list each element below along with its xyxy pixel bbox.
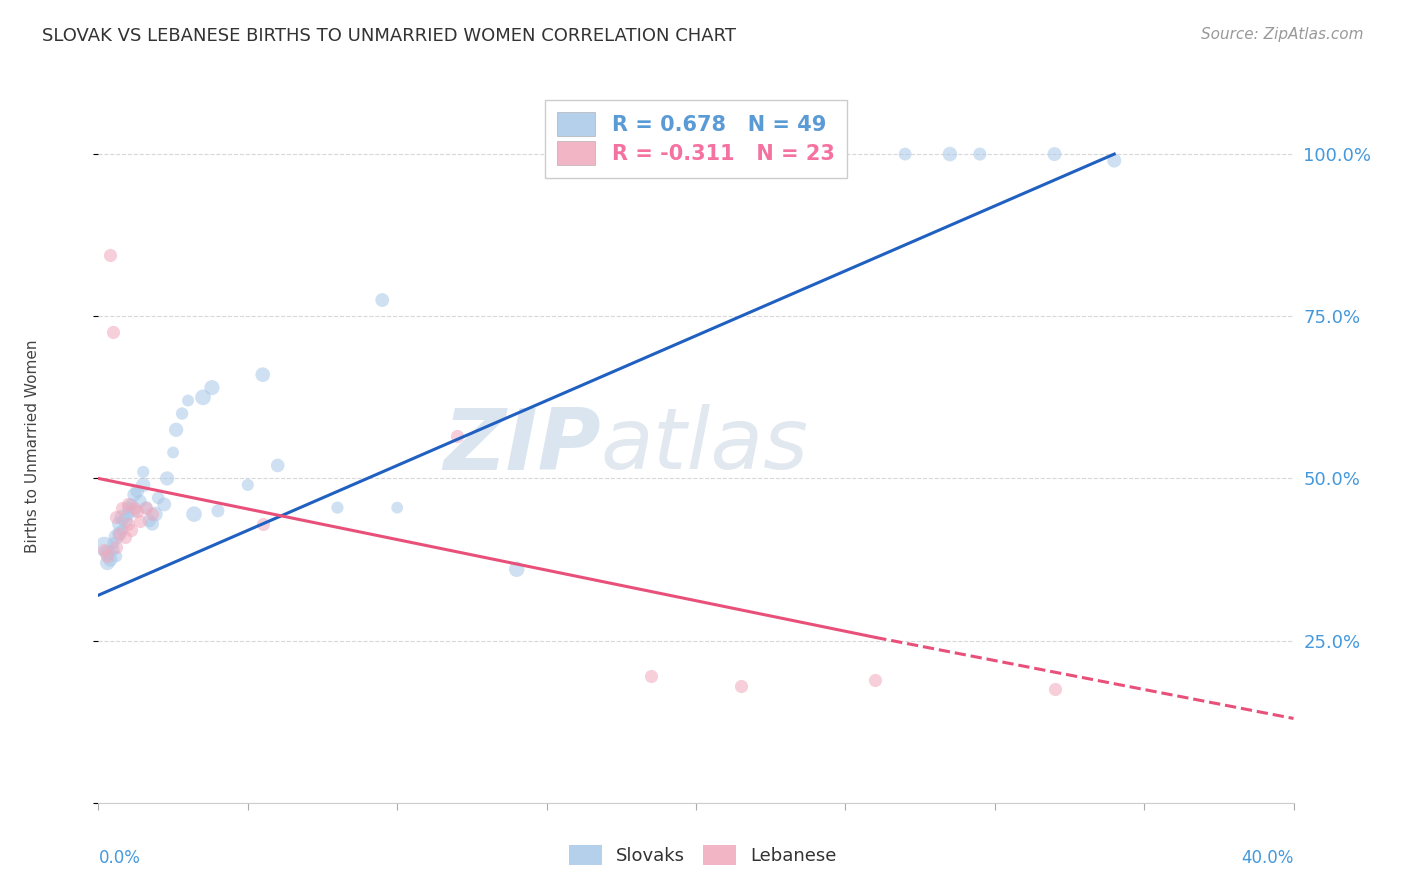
Point (730, 679, 752, 693)
Point (111, 510, 134, 524)
Text: Source: ZipAtlas.com: Source: ZipAtlas.com (1201, 27, 1364, 42)
Point (141, 507, 163, 521)
Point (865, 673, 887, 687)
Point (207, 504, 229, 518)
Point (108, 516, 131, 531)
Text: 0.0%: 0.0% (98, 849, 141, 867)
Point (127, 484, 149, 499)
Point (183, 507, 205, 521)
Point (105, 510, 128, 524)
Point (105, 549, 128, 564)
Text: ZIP: ZIP (443, 404, 600, 488)
Point (117, 497, 139, 511)
Point (93, 540, 115, 554)
Point (165, 423, 187, 437)
Point (114, 514, 136, 528)
Point (640, 669, 662, 683)
Point (939, 147, 962, 161)
Point (105, 530, 128, 544)
Point (129, 514, 152, 528)
Point (894, 147, 917, 161)
Point (103, 536, 125, 550)
Point (143, 507, 166, 521)
Point (969, 147, 991, 161)
Point (236, 478, 259, 492)
Point (1043, 147, 1066, 161)
Point (108, 526, 131, 541)
Point (120, 497, 142, 511)
Point (93, 542, 115, 557)
Text: Births to Unmarried Women: Births to Unmarried Women (25, 339, 41, 553)
Point (124, 500, 146, 515)
Point (124, 504, 146, 518)
Point (141, 516, 163, 531)
Point (96, 549, 118, 564)
Point (100, 247, 122, 261)
Point (117, 507, 139, 521)
Point (120, 524, 142, 538)
Point (267, 458, 290, 473)
Point (385, 500, 409, 515)
Point (127, 504, 149, 518)
Text: 40.0%: 40.0% (1241, 849, 1294, 867)
Point (111, 500, 134, 515)
Point (201, 381, 224, 395)
Point (108, 526, 131, 541)
Point (103, 326, 125, 340)
Point (446, 429, 468, 443)
Point (135, 500, 157, 515)
Point (162, 445, 184, 459)
Point (100, 552, 122, 566)
Point (105, 540, 128, 554)
Text: atlas: atlas (600, 404, 808, 488)
Point (172, 407, 194, 421)
Point (326, 500, 349, 515)
Point (114, 530, 136, 544)
Point (96, 556, 118, 570)
Point (1043, 682, 1066, 697)
Point (177, 393, 200, 408)
Point (156, 471, 179, 485)
Point (138, 514, 160, 528)
Point (129, 494, 152, 508)
Point (252, 516, 274, 531)
Point (132, 478, 155, 492)
Point (153, 497, 176, 511)
Legend: Slovaks, Lebanese: Slovaks, Lebanese (561, 836, 845, 874)
Point (135, 500, 157, 515)
Point (103, 542, 125, 557)
Point (96, 546, 118, 560)
Point (117, 516, 139, 531)
Point (117, 500, 139, 515)
Point (132, 465, 155, 479)
Point (252, 368, 274, 382)
Point (371, 293, 394, 307)
Point (148, 491, 170, 505)
Point (124, 488, 146, 502)
Point (111, 524, 134, 538)
Point (1104, 153, 1126, 168)
Point (506, 562, 529, 576)
Point (191, 390, 214, 404)
Legend: R = 0.678   N = 49, R = -0.311   N = 23: R = 0.678 N = 49, R = -0.311 N = 23 (546, 100, 846, 178)
Text: SLOVAK VS LEBANESE BIRTHS TO UNMARRIED WOMEN CORRELATION CHART: SLOVAK VS LEBANESE BIRTHS TO UNMARRIED W… (42, 27, 737, 45)
